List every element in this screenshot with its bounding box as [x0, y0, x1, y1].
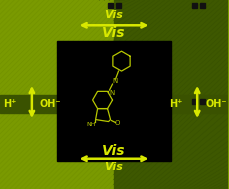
- Bar: [115, 3, 120, 8]
- Text: Vis: Vis: [104, 162, 123, 172]
- Text: N: N: [112, 78, 117, 84]
- Bar: [0, 95, 228, 113]
- Text: NH: NH: [87, 122, 96, 127]
- Text: Vis: Vis: [102, 144, 125, 158]
- Bar: [192, 99, 197, 104]
- Text: H⁺: H⁺: [3, 99, 17, 109]
- Text: OH⁻: OH⁻: [205, 99, 227, 109]
- Bar: [200, 3, 205, 8]
- Text: N: N: [109, 90, 114, 96]
- Text: Vis: Vis: [102, 26, 125, 40]
- Bar: [108, 3, 112, 8]
- Bar: [200, 99, 205, 104]
- Text: OH⁻: OH⁻: [39, 99, 60, 109]
- Text: H⁺: H⁺: [170, 99, 183, 109]
- Text: O: O: [115, 120, 120, 125]
- Bar: [114, 0, 228, 189]
- Bar: [57, 41, 171, 161]
- Bar: [192, 3, 197, 8]
- Text: Vis: Vis: [104, 10, 123, 20]
